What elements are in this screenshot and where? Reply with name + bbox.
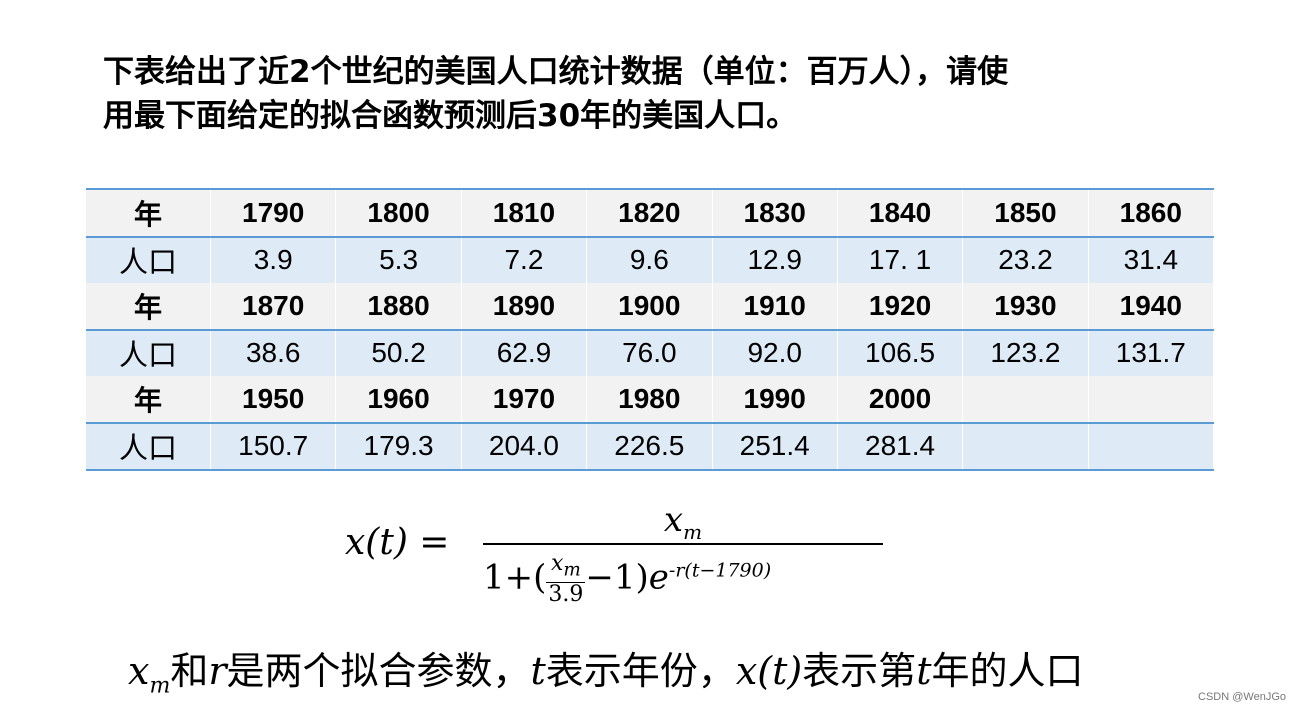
population-cell: 179.3 — [335, 422, 462, 470]
formula-denominator: 1+(xm 3.9 −1)e-r(t−1790) — [483, 552, 883, 607]
t-var: t — [530, 649, 546, 693]
population-label: 人口 — [86, 329, 211, 376]
population-label: 人口 — [86, 422, 211, 470]
population-cell: 76.0 — [586, 329, 713, 376]
population-cell: 7.2 — [461, 236, 588, 283]
year-row: 年 1790 1800 1810 1820 1830 1840 1850 1860 — [86, 189, 1215, 237]
year-cell: 1930 — [962, 283, 1089, 330]
population-cell: 226.5 — [586, 422, 713, 470]
population-label: 人口 — [86, 236, 211, 283]
problem-statement: 下表给出了近2个世纪的美国人口统计数据（单位：百万人），请使 用最下面给定的拟合… — [103, 50, 1203, 138]
population-cell: 5.3 — [335, 236, 462, 283]
year-cell: 1880 — [335, 283, 462, 330]
population-cell: 31.4 — [1088, 236, 1215, 283]
t-var-2: t — [916, 649, 932, 693]
explain-nth: 表示第 — [802, 649, 917, 693]
year-cell: 1870 — [210, 283, 337, 330]
year-cell: 1960 — [335, 376, 462, 423]
population-cell: 123.2 — [962, 329, 1089, 376]
population-cell: 12.9 — [712, 236, 838, 283]
population-cell: 150.7 — [210, 422, 337, 470]
year-label: 年 — [86, 376, 211, 423]
population-cell: 251.4 — [712, 422, 838, 470]
year-cell — [1088, 376, 1215, 423]
population-table: 年 1790 1800 1810 1820 1830 1840 1850 1860 人口 3.9 5.… — [86, 188, 1215, 471]
year-label: 年 — [86, 189, 211, 237]
year-cell: 1830 — [712, 189, 838, 237]
explain-year: 表示年份， — [545, 649, 736, 693]
year-cell: 1970 — [461, 376, 588, 423]
population-cell — [1088, 422, 1215, 470]
year-cell: 1810 — [461, 189, 588, 237]
year-cell — [962, 376, 1089, 423]
population-row: 人口 3.9 5.3 7.2 9.6 12.9 17. 1 23.2 31.4 — [86, 236, 1215, 283]
year-cell: 1800 — [335, 189, 462, 237]
population-cell: 23.2 — [962, 236, 1089, 283]
year-row: 年 1870 1880 1890 1900 1910 1920 1930 1940 — [86, 283, 1215, 330]
year-cell: 1840 — [837, 189, 964, 237]
population-cell: 204.0 — [461, 422, 588, 470]
year-cell: 1940 — [1088, 283, 1215, 330]
num-sub: m — [683, 519, 703, 544]
year-cell: 1790 — [210, 189, 337, 237]
xm-sub: m — [149, 673, 171, 699]
frac-top-sub: m — [563, 559, 581, 581]
watermark: CSDN @WenJGo — [1198, 691, 1286, 703]
year-cell: 1990 — [712, 376, 838, 423]
year-cell: 1980 — [586, 376, 713, 423]
den-exp: -r(t−1790) — [668, 559, 772, 582]
den-e: e — [648, 557, 669, 598]
population-cell: 38.6 — [210, 329, 337, 376]
formula-lhs: x(t) = — [345, 522, 450, 563]
year-cell: 2000 — [837, 376, 964, 423]
population-cell: 3.9 — [210, 236, 337, 283]
population-cell: 281.4 — [837, 422, 964, 470]
year-cell: 1850 — [962, 189, 1089, 237]
population-row: 人口 150.7 179.3 204.0 226.5 251.4 281.4 — [86, 422, 1215, 470]
population-cell — [962, 422, 1089, 470]
year-cell: 1910 — [712, 283, 838, 330]
fraction-bar — [483, 543, 883, 545]
year-row: 年 1950 1960 1970 1980 1990 2000 — [86, 376, 1215, 423]
year-cell: 1860 — [1088, 189, 1215, 237]
population-cell: 131.7 — [1088, 329, 1215, 376]
r-var: r — [208, 649, 227, 693]
population-row: 人口 38.6 50.2 62.9 76.0 92.0 106.5 123.2 131.7 — [86, 329, 1215, 376]
problem-line-1: 下表给出了近2个世纪的美国人口统计数据（单位：百万人），请使 — [103, 54, 1009, 90]
year-cell: 1890 — [461, 283, 588, 330]
inner-fraction: xm 3.9 — [546, 551, 586, 608]
population-cell: 92.0 — [712, 329, 838, 376]
xt-var: x(t) — [735, 649, 803, 693]
num-var: x — [663, 500, 684, 540]
year-cell: 1950 — [210, 376, 337, 423]
explain-params: 是两个拟合参数， — [226, 649, 531, 693]
fitting-formula: x(t) = xm 1+(xm 3.9 −1)e-r(t−1790) — [345, 500, 885, 620]
xm-var: x — [128, 649, 150, 693]
frac-top-var: x — [550, 551, 564, 576]
formula-explanation: xm和r是两个拟合参数，t表示年份，x(t)表示第t年的人口 — [128, 640, 1083, 699]
year-cell: 1820 — [586, 189, 713, 237]
year-label: 年 — [86, 283, 211, 330]
problem-line-2: 用最下面给定的拟合函数预测后30年的美国人口。 — [103, 98, 798, 134]
den-one: 1+( — [483, 557, 547, 598]
population-cell: 50.2 — [335, 329, 462, 376]
explain-and: 和 — [170, 649, 209, 693]
population-cell: 106.5 — [837, 329, 964, 376]
population-cell: 17. 1 — [837, 236, 964, 283]
formula-numerator: xm — [483, 500, 883, 544]
population-cell: 9.6 — [586, 236, 713, 283]
explain-pop: 年的人口 — [931, 649, 1084, 693]
year-cell: 1920 — [837, 283, 964, 330]
population-cell: 62.9 — [461, 329, 588, 376]
den-minus: −1) — [585, 557, 649, 598]
frac-bottom: 3.9 — [548, 582, 584, 608]
year-cell: 1900 — [586, 283, 713, 330]
